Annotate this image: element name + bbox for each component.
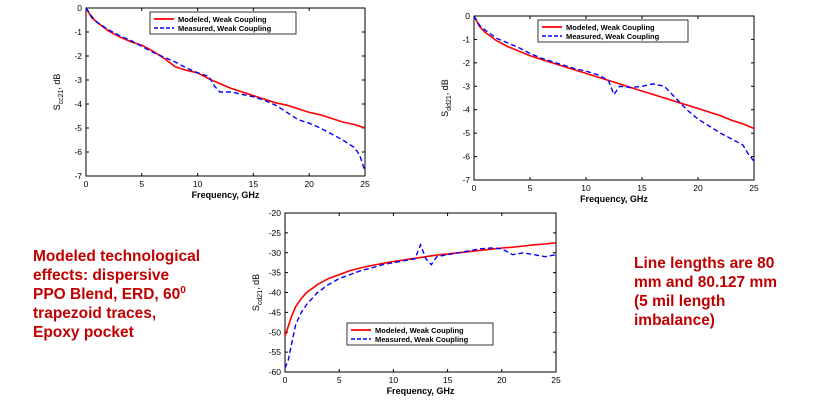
x-tick-label: 15 (249, 179, 259, 189)
x-tick-label: 25 (749, 183, 759, 193)
y-tick-label: -7 (74, 171, 82, 181)
y-axis-label-unit: , dB (251, 274, 261, 290)
x-axis-label: Frequency, GHz (580, 194, 648, 204)
x-tick-label: 0 (472, 183, 477, 193)
y-axis-label-subscript: cd21 (257, 290, 264, 305)
y-tick-label: -4 (462, 105, 470, 115)
x-tick-label: 25 (360, 179, 370, 189)
y-tick-label: -2 (74, 51, 82, 61)
y-tick-label: -1 (462, 34, 470, 44)
y-tick-label: -55 (269, 347, 282, 357)
x-tick-label: 20 (497, 375, 507, 385)
y-tick-label: -45 (269, 307, 282, 317)
y-tick-label: -35 (269, 268, 282, 278)
y-tick-label: -25 (269, 228, 282, 238)
x-tick-label: 15 (637, 183, 647, 193)
x-tick-label: 20 (693, 183, 703, 193)
y-tick-label: -2 (462, 58, 470, 68)
y-axis-label-subscript: dd21 (446, 95, 453, 111)
plot-frame (473, 15, 755, 181)
y-axis-label-symbol: S (251, 305, 261, 311)
series-line-measured (474, 16, 754, 162)
y-tick-label: 0 (465, 11, 470, 21)
x-tick-label: 0 (84, 179, 89, 189)
y-tick-label: -60 (269, 367, 282, 377)
legend-box (346, 322, 494, 346)
right-annotation-line-3: (5 mil length (634, 293, 726, 310)
x-axis-label: Frequency, GHz (192, 190, 260, 200)
left-annotation: Modeled technological effects: dispersiv… (33, 247, 200, 342)
legend-label: Measured, Weak Coupling (566, 32, 660, 41)
x-tick-label: 25 (551, 375, 561, 385)
y-tick-label: -6 (462, 152, 470, 162)
x-tick-label: 5 (528, 183, 533, 193)
y-axis-label: Scc21, dB (52, 74, 65, 111)
left-annotation-line-1: Modeled technological (33, 248, 201, 265)
y-tick-label: -5 (462, 128, 470, 138)
right-annotation-line-2: mm and 80.127 mm (634, 274, 778, 291)
chart-3: 0 5 10 15 20 25 -20 -25 -30 -35 -40 -45 -50 -55 -60 Fre… (251, 208, 561, 396)
left-annotation-line-2: effects: dispersive (33, 267, 170, 284)
left-annotation-line-3: PPO Blend, ERD, 600 (33, 285, 200, 304)
y-tick-label: -7 (462, 175, 470, 185)
y-tick-label: -6 (74, 147, 82, 157)
y-tick-label: -20 (269, 208, 282, 218)
legend-box (149, 11, 297, 35)
right-annotation: Line lengths are 80 mm and 80.127 mm (5 … (634, 254, 777, 330)
legend-box (537, 19, 689, 43)
x-axis-label: Frequency, GHz (387, 386, 455, 396)
left-annotation-line-4: trapezoid traces, (33, 305, 157, 322)
series-line-modeled (86, 8, 365, 129)
legend-label: Modeled, Weak Coupling (178, 15, 267, 24)
legend-label: Measured, Weak Coupling (178, 24, 272, 33)
y-tick-label: -3 (74, 75, 82, 85)
chart-1: 0 5 10 15 20 25 0 -1 -2 -3 -4 -5 -6 -7 Frequency, GHz S… (52, 3, 370, 200)
y-axis-label: Sdd21, dB (440, 79, 453, 117)
series-line-measured (285, 242, 556, 369)
y-tick-label: -4 (74, 99, 82, 109)
y-axis-label-unit: , dB (52, 74, 62, 90)
y-tick-label: -5 (74, 123, 82, 133)
y-axis-label-unit: , dB (440, 79, 450, 95)
y-axis-label: Scd21, dB (251, 274, 264, 311)
series-line-measured (86, 8, 365, 172)
legend-label: Modeled, Weak Coupling (566, 23, 655, 32)
plot-frame (284, 212, 557, 373)
right-annotation-line-4: imbalance) (634, 312, 715, 329)
x-tick-label: 0 (283, 375, 288, 385)
x-tick-label: 10 (193, 179, 203, 189)
legend-label: Measured, Weak Coupling (375, 335, 469, 344)
x-tick-label: 5 (139, 179, 144, 189)
degree-superscript: 0 (180, 284, 186, 296)
x-tick-label: 20 (304, 179, 314, 189)
y-tick-label: -40 (269, 288, 282, 298)
y-axis-label-subscript: cc21 (58, 90, 65, 105)
y-axis-label-symbol: S (52, 104, 62, 110)
chart-2: 0 5 10 15 20 25 0 -1 -2 -3 -4 -5 -6 -7 Frequency, GHz S… (440, 11, 759, 204)
left-annotation-line-3-text: PPO Blend, ERD, 60 (33, 286, 181, 303)
left-annotation-line-5: Epoxy pocket (33, 324, 134, 341)
y-axis-label-symbol: S (440, 111, 450, 117)
plot-frame (85, 7, 366, 177)
x-tick-label: 10 (581, 183, 591, 193)
y-tick-label: 0 (77, 3, 82, 13)
x-tick-label: 5 (337, 375, 342, 385)
x-tick-label: 10 (389, 375, 399, 385)
y-tick-label: -3 (462, 81, 470, 91)
y-tick-label: -50 (269, 327, 282, 337)
y-tick-label: -30 (269, 248, 282, 258)
legend-label: Modeled, Weak Coupling (375, 326, 464, 335)
x-tick-label: 15 (443, 375, 453, 385)
right-annotation-line-1: Line lengths are 80 (634, 255, 775, 272)
y-tick-label: -1 (74, 27, 82, 37)
series-line-modeled (285, 242, 556, 337)
